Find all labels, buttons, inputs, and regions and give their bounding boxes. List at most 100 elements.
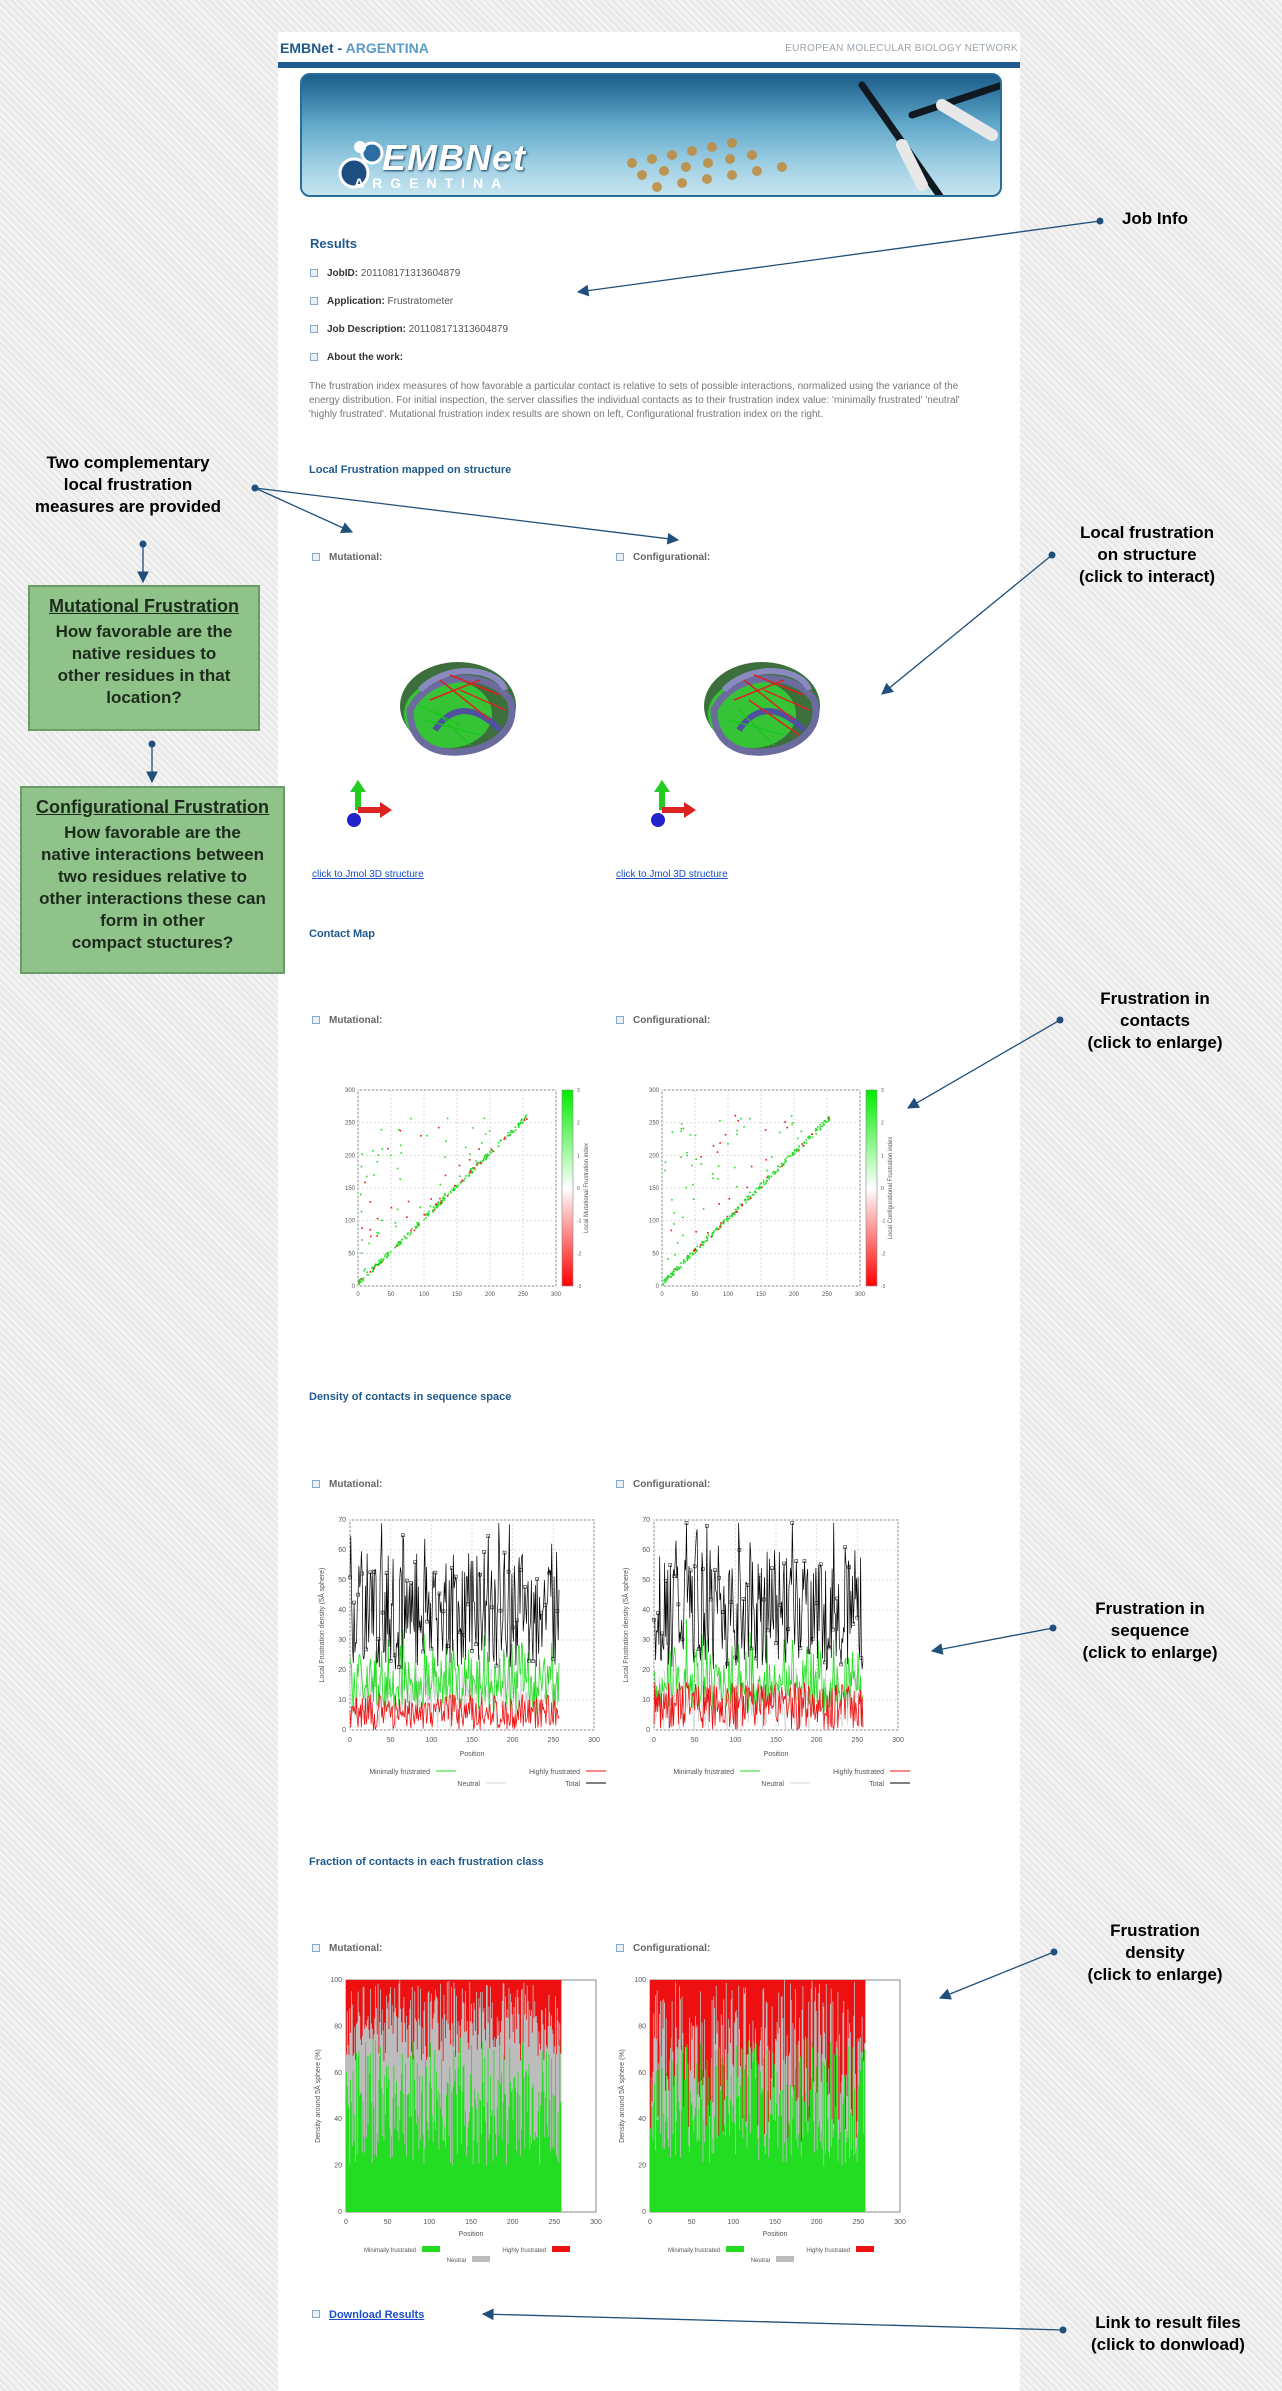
structure-configurational[interactable] — [644, 640, 844, 840]
contact-map-mutational[interactable]: 005050100100150150200200250250300300-3-2… — [340, 1082, 590, 1304]
legend-label: Neutral — [761, 1781, 784, 1788]
bar-highly-frustrated — [421, 1980, 423, 2061]
bar-minimally-frustrated — [535, 2131, 537, 2212]
contact-point — [490, 1152, 492, 1154]
bar-highly-frustrated — [521, 1980, 524, 1990]
bar-minimally-frustrated — [379, 2055, 381, 2212]
bar-minimally-frustrated — [411, 2041, 414, 2212]
bar-highly-frustrated — [738, 1980, 740, 1987]
bar-minimally-frustrated — [835, 2106, 837, 2212]
bar-highly-frustrated — [792, 1980, 794, 2024]
bar-minimally-frustrated — [481, 2042, 484, 2212]
bar-neutral — [711, 1999, 713, 2154]
total-point — [458, 1630, 462, 1635]
contact-point — [409, 1231, 412, 1234]
bar-neutral — [477, 2034, 479, 2093]
contact-point — [726, 1215, 729, 1218]
bar-minimally-frustrated — [802, 2137, 804, 2212]
bar-neutral — [734, 2022, 736, 2124]
bar-highly-frustrated — [491, 1980, 494, 2003]
bar-minimally-frustrated — [441, 2116, 444, 2212]
contact-point — [445, 1140, 447, 1143]
total-point — [478, 1572, 482, 1577]
contact-point — [828, 1117, 830, 1120]
contact-map-configurational[interactable]: 005050100100150150200200250250300300-3-2… — [644, 1082, 894, 1304]
structure-mutational[interactable] — [340, 640, 540, 840]
bar-neutral — [553, 2053, 555, 2149]
site-brand[interactable]: EMBNet - ARGENTINA — [280, 40, 429, 56]
contact-point — [479, 1162, 482, 1164]
contact-point — [443, 1199, 446, 1201]
bar-minimally-frustrated — [376, 2156, 378, 2212]
contact-point — [369, 1201, 372, 1203]
bar-minimally-frustrated — [488, 2139, 490, 2212]
download-results-link[interactable]: Download Results — [329, 2309, 425, 2321]
contact-point — [672, 1268, 675, 1271]
contact-point — [521, 1122, 524, 1124]
contact-point — [520, 1118, 523, 1121]
total-point — [696, 1647, 701, 1651]
bar-minimally-frustrated — [377, 2142, 379, 2212]
contact-point — [398, 1240, 400, 1243]
bar-neutral — [365, 2024, 367, 2043]
bar-neutral — [767, 2046, 769, 2091]
total-point — [523, 1585, 527, 1589]
contact-point — [784, 1161, 786, 1163]
bar-minimally-frustrated — [397, 2105, 399, 2212]
bar-minimally-frustrated — [393, 2064, 395, 2212]
contact-point — [358, 1278, 361, 1281]
jmol-link-mutational[interactable]: click to Jmol 3D structure — [312, 869, 424, 880]
bar-minimally-frustrated — [351, 2102, 353, 2212]
contact-point — [675, 1266, 678, 1268]
bar-highly-frustrated — [361, 1980, 364, 2037]
bar-neutral — [423, 2010, 425, 2164]
total-point — [409, 1581, 413, 1585]
contact-point — [692, 1198, 695, 1200]
contact-point — [457, 1184, 459, 1187]
bar-highly-frustrated — [427, 1980, 429, 1993]
y-tick-label: 300 — [345, 1088, 356, 1094]
jmol-link-configurational[interactable]: click to Jmol 3D structure — [616, 869, 728, 880]
bar-neutral — [780, 1997, 783, 2116]
bar-minimally-frustrated — [542, 2072, 544, 2212]
bar-highly-frustrated — [674, 1980, 676, 2077]
bar-highly-frustrated — [455, 1980, 457, 2057]
bar-highly-frustrated — [412, 1980, 414, 2060]
contact-point — [701, 1242, 704, 1244]
bar-minimally-frustrated — [396, 2080, 398, 2212]
bar-highly-frustrated — [447, 1980, 449, 2024]
contact-point — [486, 1155, 489, 1158]
contact-point — [514, 1126, 517, 1128]
contact-point — [677, 1267, 679, 1269]
bar-highly-frustrated — [482, 1980, 484, 2013]
bar-highly-frustrated — [826, 1980, 828, 2083]
bar-neutral — [392, 2034, 394, 2098]
contact-point — [364, 1268, 366, 1270]
bar-highly-frustrated — [697, 1980, 699, 2095]
contact-point — [441, 1199, 444, 1202]
contact-point — [410, 1229, 412, 1232]
bar-minimally-frustrated — [356, 2153, 359, 2212]
contact-point — [470, 1167, 473, 1170]
bar-neutral — [483, 2008, 485, 2107]
bar-minimally-frustrated — [474, 2088, 476, 2212]
bar-neutral — [785, 2055, 788, 2162]
contact-point — [728, 1197, 731, 1200]
bar-minimally-frustrated — [849, 2158, 851, 2212]
bar-neutral — [454, 1988, 456, 2082]
bar-minimally-frustrated — [715, 2050, 717, 2212]
contact-point — [712, 1232, 715, 1235]
embnet-banner: EMBNet ARGENTINA — [300, 73, 1002, 197]
contact-point — [380, 1261, 383, 1263]
annotation-local-structure: Local frustration on structure (click to i… — [1078, 523, 1216, 586]
bar-neutral — [691, 2039, 693, 2105]
bar-neutral — [526, 1985, 529, 2113]
bar-highly-frustrated — [753, 1980, 755, 2042]
bar-neutral — [471, 2003, 473, 2045]
bar-minimally-frustrated — [862, 2052, 864, 2212]
bar-highly-frustrated — [550, 1980, 552, 2027]
